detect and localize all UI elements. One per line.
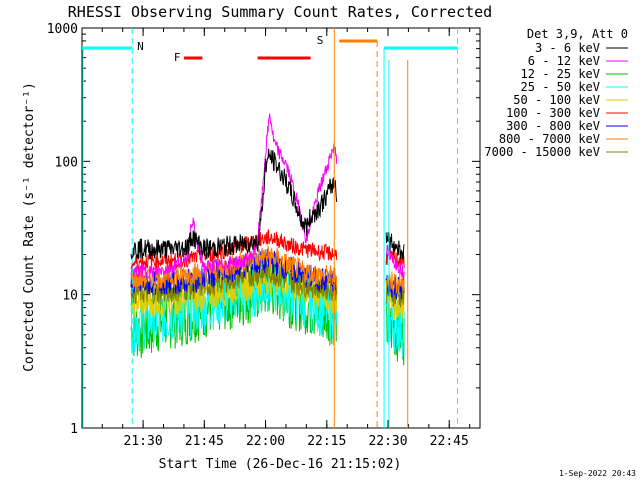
series-line-800-7000keV	[130, 245, 338, 290]
legend-entry-label: 800 - 7000 keV	[499, 132, 600, 146]
flare-label: F	[174, 51, 181, 64]
legend-entry-label: 25 - 50 keV	[521, 80, 600, 94]
x-tick-label: 22:45	[430, 434, 469, 449]
x-tick-label: 21:30	[124, 434, 163, 449]
legend-entry-label: 6 - 12 keV	[528, 54, 600, 68]
legend-entry-label: 7000 - 15000 keV	[484, 145, 600, 159]
legend-entry-label: 50 - 100 keV	[513, 93, 600, 107]
x-tick-label: 22:30	[368, 434, 407, 449]
legend-entry-label: 12 - 25 keV	[521, 67, 600, 81]
x-axis-label: Start Time (26-Dec-16 21:15:02)	[159, 457, 402, 472]
legend-entry-label: 3 - 6 keV	[535, 41, 600, 55]
plot-frame	[81, 27, 481, 429]
series-line-3-6keV	[130, 148, 338, 262]
y-axis-label: Corrected Count Rate (s⁻¹ detector⁻¹)	[22, 82, 37, 372]
series-line-6-12keV	[130, 113, 338, 279]
y-tick-label: 10	[62, 289, 78, 304]
x-tick-label: 21:45	[185, 434, 224, 449]
y-tick-label: 1000	[47, 22, 78, 37]
chart-title: RHESSI Observing Summary Count Rates, Co…	[68, 3, 492, 21]
legend-entry-label: 300 - 800 keV	[506, 119, 600, 133]
legend-header: Det 3,9, Att 0	[527, 27, 628, 41]
x-tick-label: 22:00	[246, 434, 285, 449]
y-tick-label: 100	[55, 155, 78, 170]
saa-label: S	[317, 34, 324, 47]
plot-area: 1 10 100 1000 21:30 21:45 22:00 22:15 22:30 22:45…	[47, 22, 481, 449]
y-tick-label: 1	[70, 422, 78, 437]
footer-timestamp: 1-Sep-2022 20:43	[559, 469, 636, 478]
night-label: N	[137, 40, 144, 53]
x-tick-label: 22:15	[307, 434, 346, 449]
legend-entry-label: 100 - 300 keV	[506, 106, 600, 120]
